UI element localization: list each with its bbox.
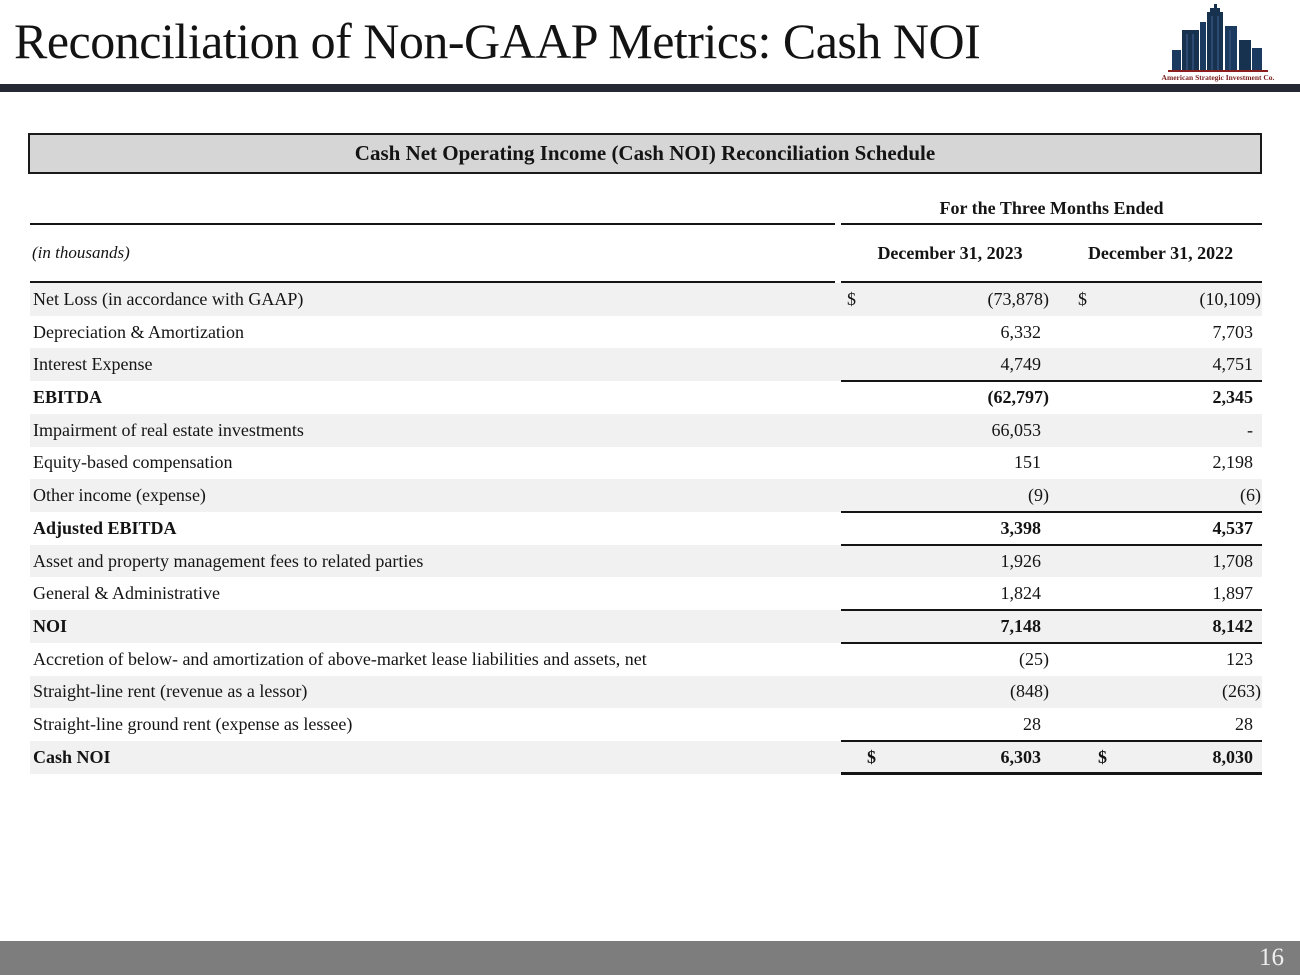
skyline-logo-icon xyxy=(1168,4,1268,72)
table-row-noi: NOI 7,148 8,142 xyxy=(30,609,1262,644)
row-label: Depreciation & Amortization xyxy=(33,321,244,342)
row-label: Cash NOI xyxy=(33,746,111,767)
value-2022: (6) xyxy=(1240,485,1261,506)
value-2022: 8,142 xyxy=(1212,616,1254,637)
value-2022: 1,708 xyxy=(1212,550,1254,571)
value-2022: 123 xyxy=(1226,648,1253,669)
value-2022: 28 xyxy=(1235,714,1253,735)
value-2023: (848) xyxy=(1010,681,1049,702)
value-2023: (62,797) xyxy=(987,387,1050,408)
table-body: Net Loss (in accordance with GAAP) $ (73… xyxy=(30,283,1262,775)
value-2023: 6,303 xyxy=(1000,746,1042,767)
value-2023: 151 xyxy=(1014,452,1041,473)
row-label: Other income (expense) xyxy=(33,485,206,506)
value-2023: (25) xyxy=(1019,648,1049,669)
table-row-other-income: Other income (expense) (9) (6) xyxy=(30,479,1262,513)
header-spacer xyxy=(30,195,835,225)
dollar-sign: $ xyxy=(867,746,876,767)
row-label: Interest Expense xyxy=(33,354,153,375)
value-2022: (10,109) xyxy=(1199,288,1262,309)
title-divider xyxy=(0,84,1300,92)
value-2022: 2,198 xyxy=(1212,452,1254,473)
value-2023: 6,332 xyxy=(1000,321,1042,342)
value-2022: - xyxy=(1247,419,1253,440)
page-number: 16 xyxy=(1259,944,1284,971)
reconciliation-table: For the Three Months Ended (in thousands… xyxy=(30,195,1262,775)
logo-caption: American Strategic Investment Co. xyxy=(1161,73,1275,82)
value-2023: 3,398 xyxy=(1000,517,1042,538)
row-label: Net Loss (in accordance with GAAP) xyxy=(33,288,304,309)
table-header-columns-row: (in thousands) December 31, 2023 Decembe… xyxy=(30,225,1262,283)
page-title: Reconciliation of Non-GAAP Metrics: Cash… xyxy=(14,13,981,69)
value-2022: 8,030 xyxy=(1212,746,1254,767)
row-label: General & Administrative xyxy=(33,583,220,604)
table-row-net-loss: Net Loss (in accordance with GAAP) $ (73… xyxy=(30,283,1262,316)
dollar-sign: $ xyxy=(847,288,856,309)
value-2023: (9) xyxy=(1028,485,1049,506)
value-2022: 7,703 xyxy=(1212,321,1254,342)
table-header-period-row: For the Three Months Ended xyxy=(30,195,1262,225)
row-label: Equity-based compensation xyxy=(33,452,233,473)
value-2023: 1,824 xyxy=(1000,583,1042,604)
table-row-adjusted-ebitda: Adjusted EBITDA 3,398 4,537 xyxy=(30,511,1262,546)
value-2023: 7,148 xyxy=(1000,616,1042,637)
period-header: For the Three Months Ended xyxy=(841,198,1262,225)
table-row-general-administrative: General & Administrative 1,824 1,897 xyxy=(30,577,1262,610)
table-row-cash-noi: Cash NOI $ 6,303 $ 8,030 xyxy=(30,740,1262,775)
column-header-2022: December 31, 2022 xyxy=(1087,242,1234,263)
dollar-sign: $ xyxy=(1098,746,1107,767)
row-label: Asset and property management fees to re… xyxy=(33,550,424,571)
value-2022: 2,345 xyxy=(1212,387,1254,408)
value-2022: 1,897 xyxy=(1212,583,1254,604)
table-row-ebitda: EBITDA (62,797) 2,345 xyxy=(30,380,1262,414)
units-note: (in thousands) xyxy=(30,225,835,283)
table-row-straight-line-ground-rent: Straight-line ground rent (expense as le… xyxy=(30,708,1262,741)
company-logo: American Strategic Investment Co. xyxy=(1158,4,1278,84)
value-2023: 1,926 xyxy=(1000,550,1042,571)
row-label: Impairment of real estate investments xyxy=(33,419,304,440)
column-header-2023: December 31, 2023 xyxy=(877,242,1023,263)
table-row-interest-expense: Interest Expense 4,749 4,751 xyxy=(30,348,1262,382)
row-label: NOI xyxy=(33,616,68,637)
table-row-management-fees: Asset and property management fees to re… xyxy=(30,544,1262,578)
table-row-impairment: Impairment of real estate investments 66… xyxy=(30,413,1262,447)
value-2022: 4,537 xyxy=(1212,517,1254,538)
row-label: Straight-line ground rent (expense as le… xyxy=(33,714,353,735)
row-label: Accretion of below- and amortization of … xyxy=(33,648,647,669)
value-2023: (73,878) xyxy=(987,288,1050,309)
table-row-accretion: Accretion of below- and amortization of … xyxy=(30,643,1262,676)
value-2022: 4,751 xyxy=(1212,354,1254,375)
table-row-equity-compensation: Equity-based compensation 151 2,198 xyxy=(30,447,1262,480)
row-label: Straight-line rent (revenue as a lessor) xyxy=(33,681,308,702)
table-row-depreciation: Depreciation & Amortization 6,332 7,703 xyxy=(30,316,1262,349)
footer-bar: 16 xyxy=(0,941,1300,975)
value-2023: 4,749 xyxy=(1000,354,1042,375)
value-2023: 28 xyxy=(1023,714,1041,735)
value-2022: (263) xyxy=(1222,681,1261,702)
table-row-straight-line-rent: Straight-line rent (revenue as a lessor)… xyxy=(30,675,1262,709)
value-2023: 66,053 xyxy=(991,419,1042,440)
row-label: Adjusted EBITDA xyxy=(33,517,177,538)
row-label: EBITDA xyxy=(33,387,103,408)
schedule-title-box: Cash Net Operating Income (Cash NOI) Rec… xyxy=(28,133,1262,174)
dollar-sign: $ xyxy=(1078,288,1087,309)
